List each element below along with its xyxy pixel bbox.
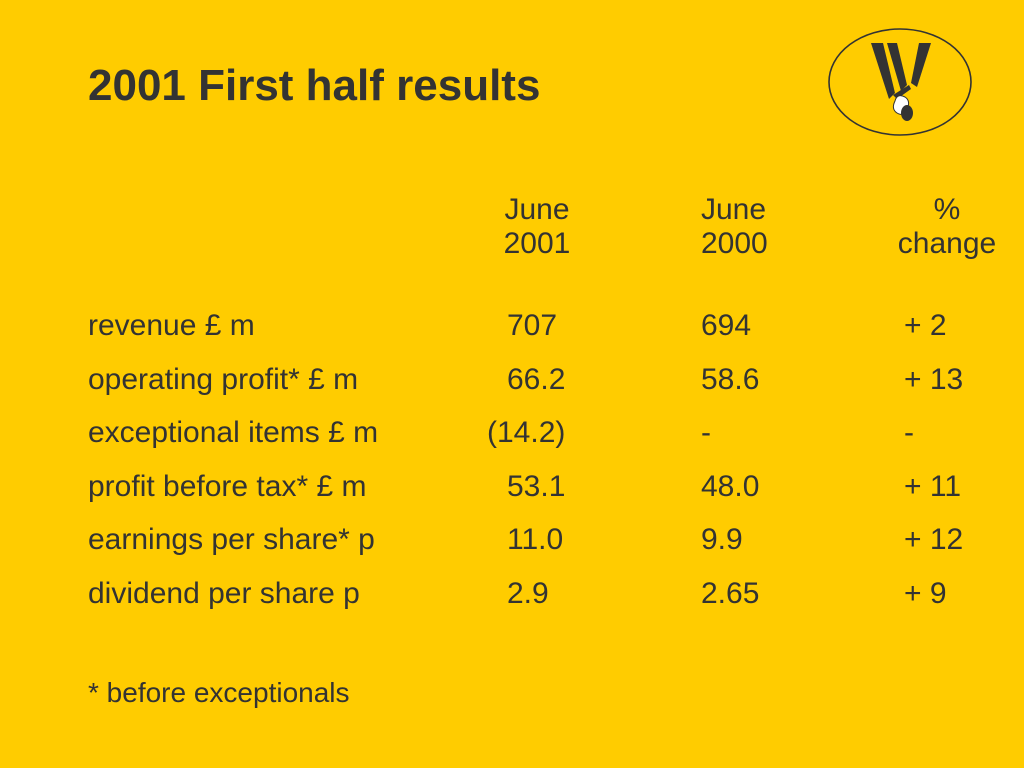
value-june-2001: (14.2)	[487, 416, 566, 449]
value-june-2001: 53.1	[507, 469, 566, 503]
w-logo-icon	[828, 28, 972, 136]
value-june-2001: 2.9	[507, 576, 549, 610]
value-june-2000: 2.65	[701, 576, 760, 610]
results-table: revenue £ m 707 694 + 2 operating profit…	[0, 306, 1024, 627]
row-label: dividend per share p	[88, 576, 360, 610]
footnote: * before exceptionals	[88, 677, 350, 708]
value-june-2000: 694	[701, 309, 752, 342]
value-change: + 2	[904, 309, 947, 342]
table-row: profit before tax* £ m 53.1 48.0 + 11	[0, 467, 1024, 521]
row-label: revenue £ m	[88, 309, 255, 342]
row-label: exceptional items £ m	[88, 416, 379, 449]
value-change: + 9	[904, 576, 947, 610]
slide-title: 2001 First half results	[88, 61, 541, 110]
column-header-june-2000: June 2000	[701, 193, 768, 260]
table-row: exceptional items £ m (14.2) - -	[0, 413, 1024, 467]
value-change: -	[904, 416, 914, 449]
value-june-2000: 9.9	[701, 523, 743, 556]
table-row: revenue £ m 707 694 + 2	[0, 306, 1024, 360]
row-label: earnings per share* p	[88, 523, 375, 556]
value-june-2001: 11.0	[507, 523, 564, 556]
value-june-2000: -	[701, 416, 711, 449]
table-row: operating profit* £ m 66.2 58.6 + 13	[0, 360, 1024, 414]
table-row: earnings per share* p 11.0 9.9 + 12	[0, 520, 1024, 574]
value-june-2000: 48.0	[701, 469, 760, 503]
column-header-june-2001: June 2001	[503, 193, 571, 260]
value-june-2001: 707	[507, 309, 558, 342]
row-label: operating profit* £ m	[88, 362, 359, 396]
value-change: + 13	[904, 362, 964, 396]
value-june-2001: 66.2	[507, 362, 566, 396]
value-change: + 12	[904, 523, 964, 556]
value-change: + 11	[904, 469, 961, 503]
value-june-2000: 58.6	[701, 362, 760, 396]
table-row: dividend per share p 2.9 2.65 + 9	[0, 574, 1024, 628]
row-label: profit before tax* £ m	[88, 469, 367, 503]
column-header-percent-change: % change	[897, 193, 997, 260]
